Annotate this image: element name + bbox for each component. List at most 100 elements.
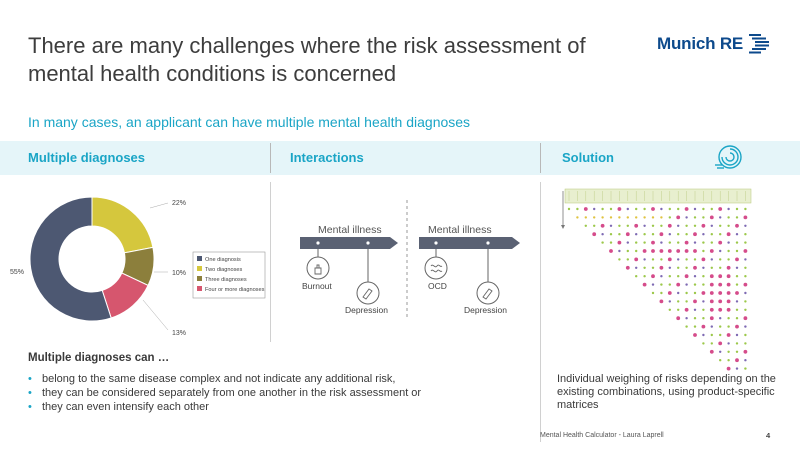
matrix-dot [593,224,596,227]
column-header-multiple-diagnoses: Multiple diagnoses [28,150,146,165]
matrix-dot [709,282,714,287]
matrix-dot [625,265,630,270]
matrix-dot [684,307,689,312]
bullet-item: they can even intensify each other [28,400,421,414]
matrix-dot [677,300,680,303]
matrix-dot [660,291,663,295]
depression-icon [476,281,500,305]
matrix-dot [744,342,747,345]
munich-re-mark-icon [749,34,770,54]
matrix-dot [693,224,697,227]
matrix-dot [642,282,647,287]
matrix-dot [693,275,697,278]
matrix-dot [677,266,680,269]
matrix-dot [601,207,604,211]
matrix-dot [744,333,747,337]
matrix-dot [718,299,723,304]
matrix-dot [693,216,697,219]
matrix-dot [727,342,730,345]
matrix-dot [702,308,705,311]
matrix-dot [702,233,705,236]
matrix-dot [667,223,672,228]
matrix-dot [676,215,681,220]
matrix-dot [727,241,730,244]
matrix-dot [676,282,681,287]
left-bar-label: Mental illness [318,224,382,236]
matrix-dot [719,266,722,269]
matrix-dot [643,224,646,227]
right-arrow-dot-1 [434,241,438,245]
matrix-dot [726,366,731,371]
matrix-dot [609,241,613,244]
matrix-dot [584,216,587,219]
matrix-dot [693,232,697,237]
matrix-dot [635,275,638,278]
matrix-dot [651,266,655,269]
matrix-dot [693,241,697,244]
column-header-interactions: Interactions [290,150,364,165]
matrix-dot [609,216,613,219]
matrix-dot [626,224,629,227]
column-divider-body-2 [540,182,541,442]
matrix-dot [685,224,688,227]
matrix-dot [701,223,706,228]
matrix-dot [677,291,680,295]
donut-value-label: 13% [172,330,186,337]
matrix-dot [710,258,713,261]
matrix-dot [660,224,663,227]
matrix-dot [719,224,722,227]
matrix-dot [710,266,713,269]
matrix-dot [744,266,747,269]
matrix-dot [735,317,739,320]
matrix-dot [659,249,664,253]
matrix-dot [719,216,722,219]
matrix-dot [709,316,714,321]
matrix-dot [719,258,722,261]
matrix-dot [727,317,730,320]
matrix-dot [719,249,722,253]
matrix-dot [693,265,697,270]
matrix-dot [651,283,655,286]
matrix-dot [626,216,629,219]
matrix-dot [651,240,655,245]
matrix-dot [726,333,731,337]
matrix-dot [702,216,705,219]
matrix-dot [743,282,748,287]
matrix-dot [626,249,629,253]
matrix-dot [702,342,705,345]
matrix-dot [618,233,621,236]
matrix-dot [626,241,629,244]
right-arrow-dot-2 [486,241,490,245]
interactions-diagram: Mental illness Burnout Depression Mental… [290,200,530,330]
matrix-dot [744,291,747,295]
column-divider-2 [540,143,541,173]
matrix-dot [685,291,688,295]
matrix-dot [735,216,739,219]
matrix-dot [668,216,671,219]
matrix-dot [709,215,714,220]
matrix-dot [584,224,587,227]
matrix-dot [685,283,688,286]
right-item-1-label: OCD [428,281,447,291]
matrix-dot [743,215,748,220]
burnout-icon [306,256,330,280]
matrix-dot [625,232,630,237]
matrix-dot [744,275,747,278]
matrix-dot [743,349,748,354]
diagnoses-donut-chart: 55% 22% 10% 13% One diagnosis Two diagnoses T… [0,175,270,345]
matrix-dot [726,307,731,312]
matrix-dot [702,275,705,278]
matrix-dot [693,333,697,337]
bullet-item: belong to the same disease complex and n… [28,372,421,386]
matrix-dot [634,257,639,262]
matrix-dot [576,216,579,219]
matrix-dot [651,207,655,211]
matrix-dot [668,308,671,311]
right-item-2-label: Depression [464,305,507,315]
matrix-dot [660,241,663,244]
matrix-dot [735,324,739,329]
left-arrow-dot-2 [366,241,370,245]
matrix-dot [735,350,739,353]
matrix-dot [618,224,621,227]
column-header-band [0,141,800,175]
